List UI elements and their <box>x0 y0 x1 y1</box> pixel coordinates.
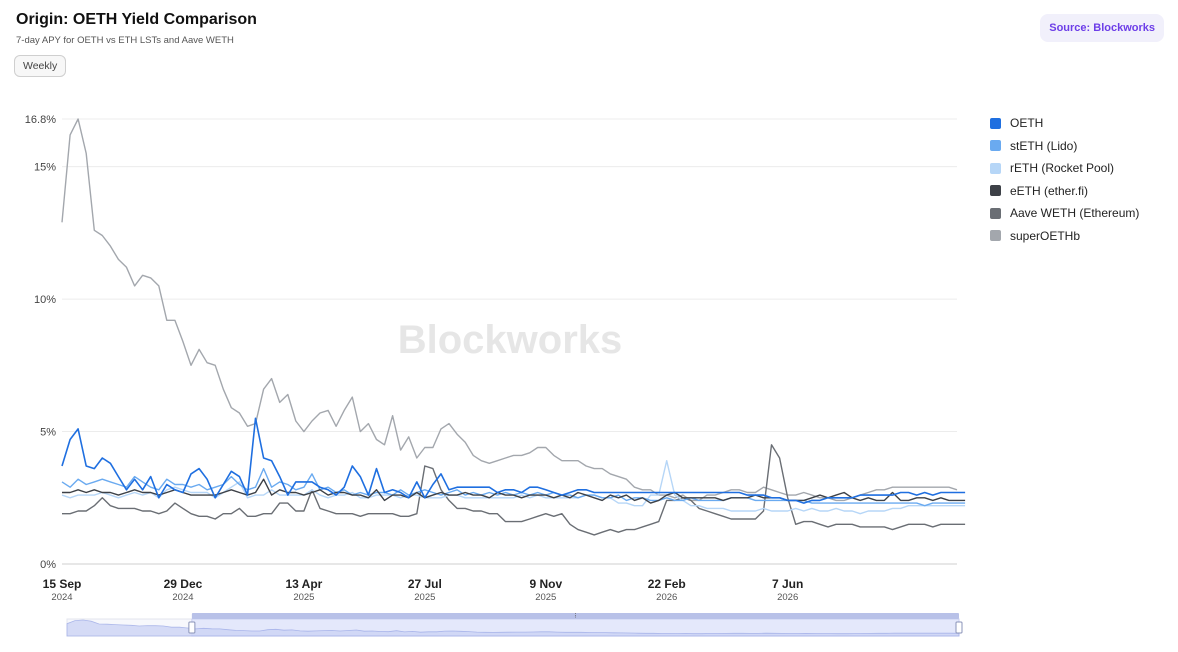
legend-item[interactable]: OETH <box>990 112 1139 135</box>
series-line-steth-lido[interactable] <box>61 467 966 507</box>
series-line-oeth[interactable] <box>61 417 966 504</box>
legend-label: Aave WETH (Ethereum) <box>1010 206 1140 221</box>
legend-item[interactable]: superOETHb <box>990 225 1139 248</box>
x-tick-label: 13 Apr <box>285 577 322 591</box>
series-line-aave-weth-ethereum[interactable] <box>62 444 966 536</box>
legend-label: superOETHb <box>1010 228 1081 243</box>
navigator-series-area <box>66 619 960 637</box>
legend-label: rETH (Rocket Pool) <box>1010 161 1115 176</box>
x-tick-label: 27 Jul <box>408 577 442 591</box>
chart-legend: OETH stETH (Lido) rETH (Rocket Pool) eETH (… <box>990 112 1139 247</box>
legend-swatch <box>990 207 1001 219</box>
x-tick-label: 9 Nov <box>529 577 562 591</box>
x-tick-year: 2026 <box>777 592 798 603</box>
y-tick-label: 15% <box>34 162 56 174</box>
grid-lines <box>62 118 957 565</box>
x-tick-label: 15 Sep <box>43 577 82 591</box>
x-tick-label: 29 Dec <box>164 577 203 591</box>
chart-subtitle: 7-day APY for OETH vs ETH LSTs and Aave … <box>16 35 234 46</box>
legend-item[interactable]: stETH (Lido) <box>990 135 1139 158</box>
x-tick-year: 2025 <box>293 592 314 603</box>
x-tick-label: 7 Jun <box>772 577 803 591</box>
series-line-superoethb[interactable] <box>61 118 958 502</box>
y-tick-label: 5% <box>40 427 56 439</box>
navigator-scrollbar[interactable] <box>191 613 959 619</box>
legend-swatch <box>990 162 1001 174</box>
x-tick-year: 2024 <box>172 592 193 603</box>
x-tick-year: 2024 <box>51 592 72 603</box>
legend-swatch <box>990 140 1001 152</box>
legend-item[interactable]: Aave WETH (Ethereum) <box>990 202 1139 225</box>
legend-swatch <box>990 230 1001 242</box>
watermark-text: Blockworks <box>398 318 623 362</box>
x-tick-label: 22 Feb <box>648 577 686 591</box>
legend-label: OETH <box>1010 116 1044 131</box>
series-line-eeth-ether-fi[interactable] <box>62 478 966 504</box>
legend-label: stETH (Lido) <box>1010 138 1078 153</box>
range-navigator[interactable]: ⁝ <box>66 613 963 637</box>
chart-title: Origin: OETH Yield Comparison <box>16 11 257 28</box>
navigator-left-handle[interactable] <box>188 621 196 634</box>
series-line-reth-rocket-pool[interactable] <box>61 460 966 515</box>
x-tick-year: 2025 <box>535 592 556 603</box>
y-tick-label: 10% <box>34 294 56 306</box>
legend-swatch <box>990 117 1001 129</box>
y-tick-label: 16.8% <box>25 114 56 126</box>
navigator-right-handle[interactable] <box>955 621 963 634</box>
x-tick-year: 2025 <box>414 592 435 603</box>
legend-item[interactable]: eETH (ether.fi) <box>990 180 1139 203</box>
legend-item[interactable]: rETH (Rocket Pool) <box>990 157 1139 180</box>
x-tick-year: 2026 <box>656 592 677 603</box>
y-tick-label: 0% <box>40 559 56 571</box>
legend-label: eETH (ether.fi) <box>1010 183 1089 198</box>
navigator-grip-icon[interactable]: ⁝ <box>574 613 576 620</box>
y-axis: 0% 5% 10% 15% 16.8% <box>25 114 56 571</box>
series-layer <box>61 118 966 536</box>
period-selector-button[interactable]: Weekly <box>14 55 67 77</box>
source-link-button[interactable]: Source: Blockworks <box>1040 14 1164 42</box>
legend-swatch <box>990 185 1001 197</box>
